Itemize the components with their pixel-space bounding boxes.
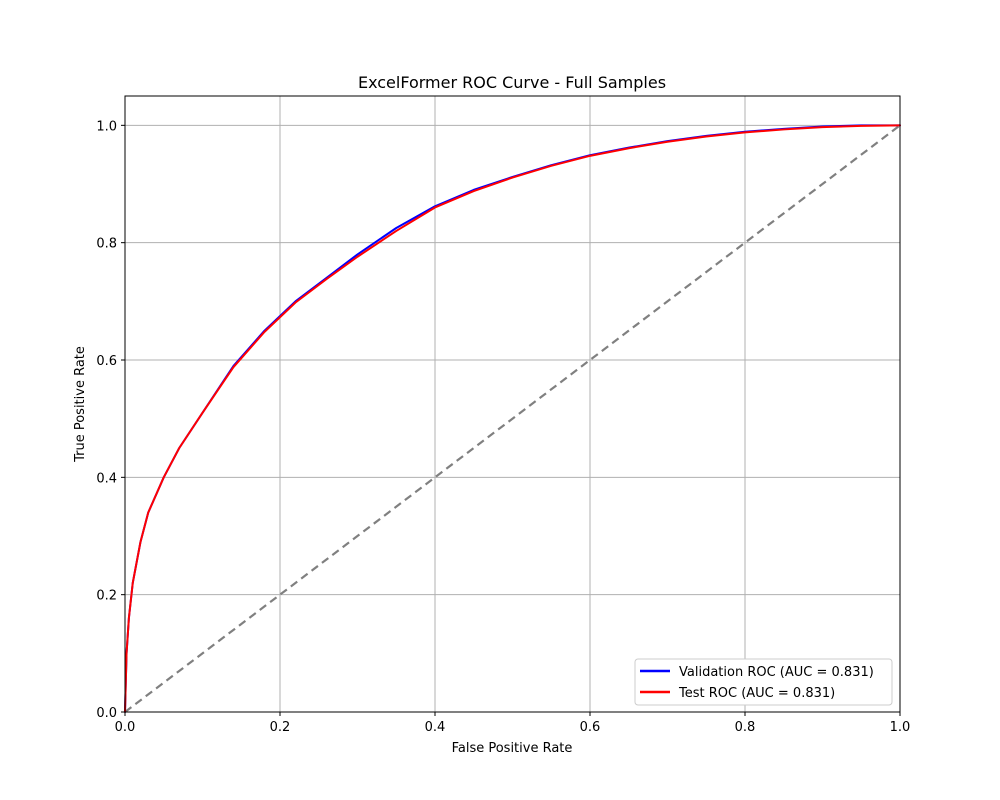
- x-tick-label: 0.2: [270, 720, 291, 735]
- y-tick-label: 1.0: [96, 119, 117, 134]
- y-tick-label: 0.6: [96, 354, 117, 369]
- y-tick-label: 0.8: [96, 237, 117, 252]
- legend-box: [634, 658, 893, 706]
- chance-diagonal-line: [124, 124, 901, 713]
- y-axis-label: True Positive Rate: [73, 346, 88, 463]
- x-tick-label: 0.8: [735, 720, 756, 735]
- series-layer: [124, 124, 901, 713]
- reference-line-layer: [124, 124, 901, 713]
- chart-title: ExcelFormer ROC Curve - Full Samples: [358, 73, 666, 92]
- x-tick-label: 0.6: [580, 720, 601, 735]
- grid-layer: [124, 96, 901, 713]
- y-tick-label: 0.4: [96, 471, 117, 486]
- legend: Validation ROC (AUC = 0.831) Test ROC (A…: [634, 658, 893, 706]
- test-roc-line: [124, 124, 901, 713]
- x-tick-label: 1.0: [890, 720, 911, 735]
- tick-layer: 0.0 0.2 0.4 0.6 0.8 1.0 0.0 0.2 0.4 0.6 0.8 1.0: [96, 119, 910, 735]
- x-axis-label: False Positive Rate: [452, 741, 573, 756]
- y-tick-label: 0.2: [96, 589, 117, 604]
- x-tick-label: 0.0: [115, 720, 136, 735]
- legend-label-validation: Validation ROC (AUC = 0.831): [679, 665, 874, 680]
- x-tick-label: 0.4: [425, 720, 446, 735]
- y-tick-label: 0.0: [96, 706, 117, 721]
- legend-label-test: Test ROC (AUC = 0.831): [678, 686, 835, 701]
- plot-frame: [124, 95, 901, 713]
